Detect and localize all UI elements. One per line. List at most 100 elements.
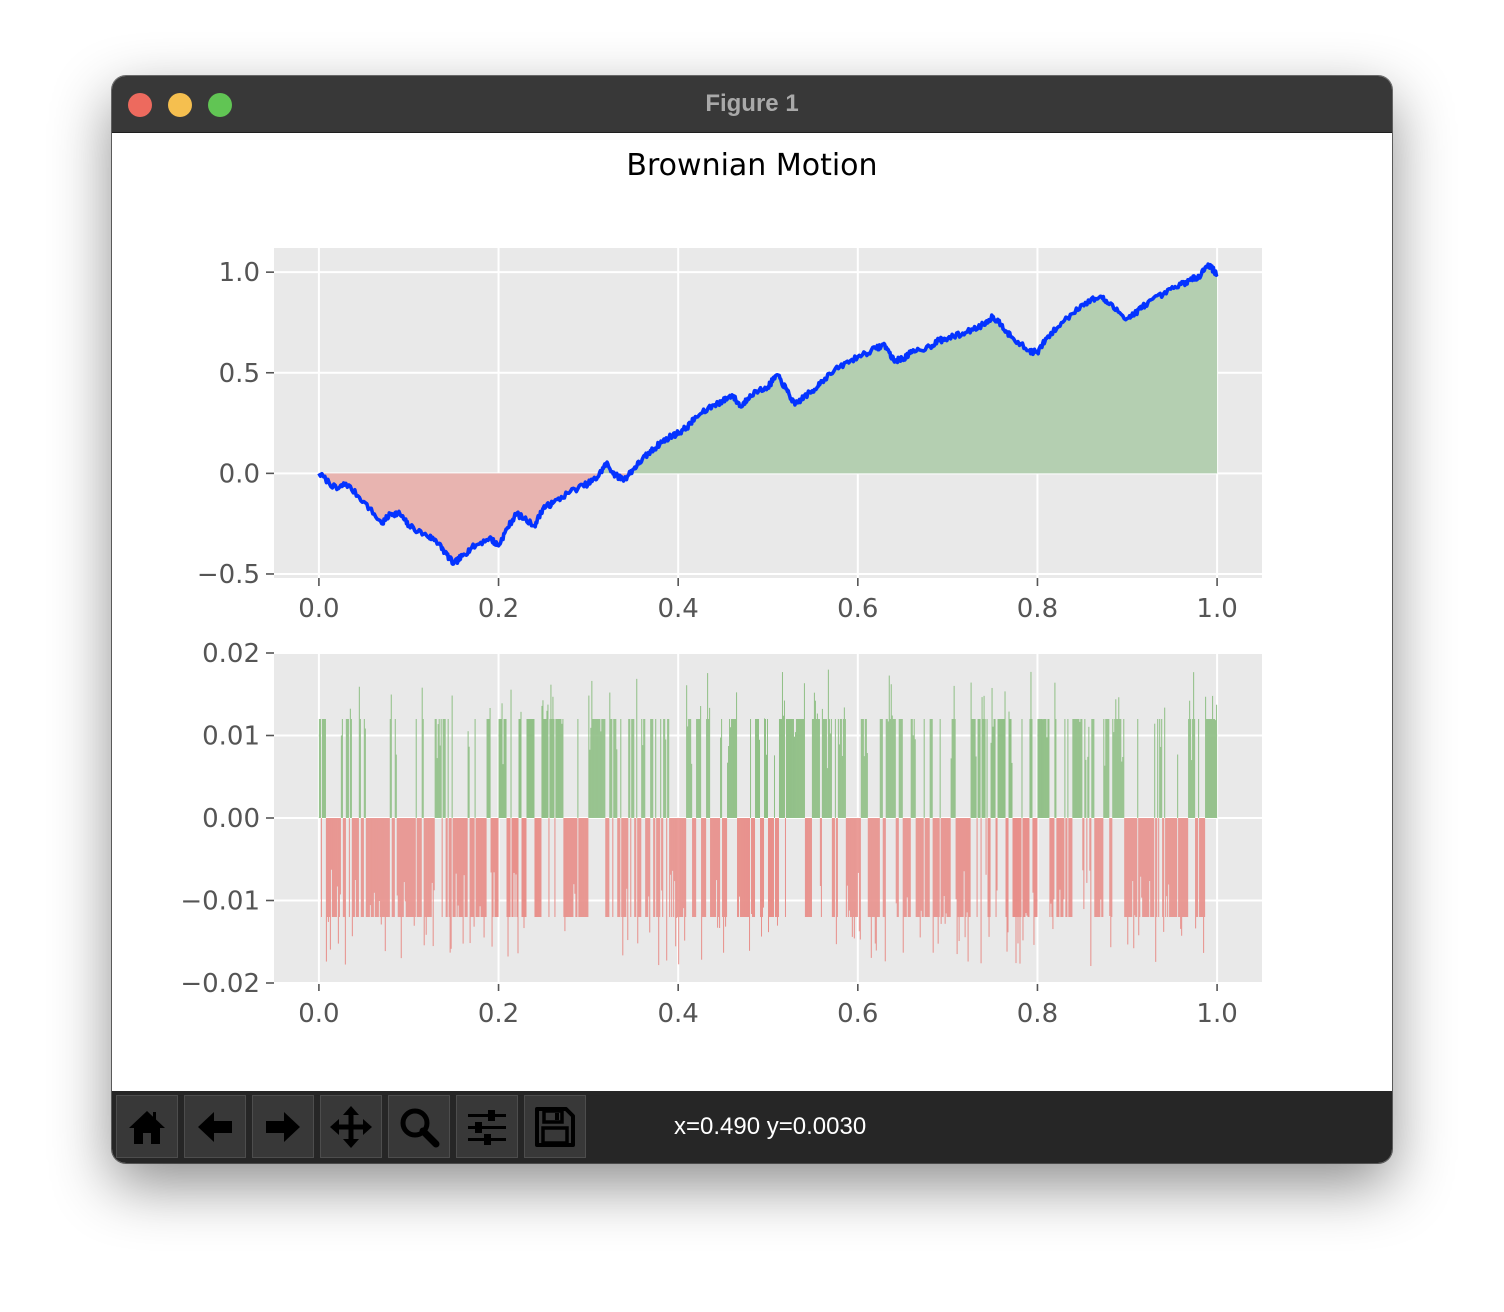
minimize-window-button[interactable] (168, 93, 192, 117)
increment-bar (893, 719, 895, 818)
increment-bar (809, 818, 811, 917)
increment-bar (992, 726, 994, 818)
increment-bar (471, 818, 473, 917)
increment-bar (998, 719, 1000, 818)
increment-bar (864, 719, 866, 818)
increment-bar (812, 719, 814, 818)
increment-bar (473, 818, 475, 927)
increment-bar (595, 719, 597, 818)
increment-bar (967, 818, 969, 962)
increment-bar (362, 818, 364, 917)
increment-bar (481, 818, 483, 917)
increment-bar (870, 818, 872, 958)
floppy-disk-icon (535, 1106, 575, 1147)
increment-bar (634, 818, 636, 917)
increment-bar (504, 719, 506, 818)
configure-subplots-button[interactable] (456, 1095, 518, 1158)
increment-bar (906, 818, 908, 898)
increment-bar (782, 715, 784, 818)
increment-bar (1209, 719, 1211, 818)
increment-bar (1026, 818, 1028, 916)
increment-bar (1190, 719, 1192, 818)
increment-bar (1097, 818, 1099, 917)
increment-bar (1206, 719, 1208, 818)
increment-bar (549, 719, 551, 818)
increment-bar (948, 818, 950, 917)
increment-bar (1075, 719, 1077, 818)
increment-bar (1005, 818, 1007, 917)
increment-bar (563, 818, 565, 917)
increment-bar (627, 818, 629, 941)
increment-bar (841, 755, 843, 818)
increment-bar (1094, 818, 1096, 917)
increment-bar (1107, 719, 1109, 818)
increment-bar (654, 818, 656, 917)
pan-button[interactable] (320, 1095, 382, 1158)
home-button[interactable] (116, 1095, 178, 1158)
top-axes-line-chart: 0.0 0.2 0.4 0.6 0.8 1.0 −0.5 0.0 0.5 1.0 (197, 248, 1262, 624)
increment-bar (1194, 719, 1196, 818)
increment-bar (921, 818, 923, 917)
increment-bar (389, 719, 391, 818)
increment-bar (1087, 756, 1089, 818)
increment-bar (1069, 818, 1071, 917)
increment-bar (696, 719, 698, 818)
figure-canvas[interactable]: Brownian Motion 0.0 0.2 0.4 0.6 0.8 1.0 −0.5 0.… (112, 133, 1392, 1091)
increment-bar (845, 818, 847, 917)
increment-bar (578, 818, 580, 917)
increment-bar (328, 818, 330, 917)
increment-bar (1024, 818, 1026, 917)
increment-bar (703, 818, 705, 917)
increment-bar (895, 818, 897, 904)
increment-bar (668, 719, 670, 818)
increment-bar (535, 818, 537, 917)
increment-bar (326, 818, 328, 917)
increment-bar (777, 818, 779, 917)
increment-bar (403, 818, 405, 883)
increment-bar (511, 818, 513, 917)
increment-bar (392, 818, 394, 917)
increment-bar (905, 818, 907, 917)
increment-bar (995, 818, 997, 917)
increment-bar (693, 818, 695, 917)
increment-bar (1070, 818, 1072, 917)
increment-bar (825, 719, 827, 818)
increment-bar (517, 818, 519, 954)
increment-bar (1059, 818, 1061, 890)
increment-bar (787, 719, 789, 818)
increment-bar (973, 719, 975, 818)
increment-bar (354, 818, 356, 881)
increment-bar (1170, 818, 1172, 917)
increment-bar (883, 818, 885, 917)
increment-bar (858, 818, 860, 932)
zoom-button[interactable] (388, 1095, 450, 1158)
increment-bar (805, 818, 807, 917)
increment-bar (746, 818, 748, 917)
back-button[interactable] (184, 1095, 246, 1158)
increment-bar (1119, 719, 1121, 818)
increment-bar (483, 818, 485, 938)
increment-bar (970, 682, 972, 818)
forward-button[interactable] (252, 1095, 314, 1158)
increment-bar (731, 719, 733, 818)
increment-bar (1036, 818, 1038, 917)
x-tick-label: 0.8 (1017, 594, 1058, 624)
increment-bar (493, 818, 495, 873)
increment-bar (562, 719, 564, 818)
increment-bar (439, 745, 441, 818)
increment-bar (729, 719, 731, 818)
increment-bar (1033, 818, 1035, 945)
increment-bar (1043, 719, 1045, 818)
zoom-window-button[interactable] (208, 93, 232, 117)
increment-bar (470, 818, 472, 917)
increment-bar (1157, 719, 1159, 818)
increment-bar (815, 719, 817, 818)
close-window-button[interactable] (128, 93, 152, 117)
increment-bar (401, 818, 403, 917)
increment-bar (399, 818, 401, 917)
increment-bar (767, 719, 768, 818)
increment-bar (373, 818, 375, 893)
increment-bar (456, 818, 458, 917)
increment-bar (624, 818, 626, 917)
save-button[interactable] (524, 1095, 586, 1158)
